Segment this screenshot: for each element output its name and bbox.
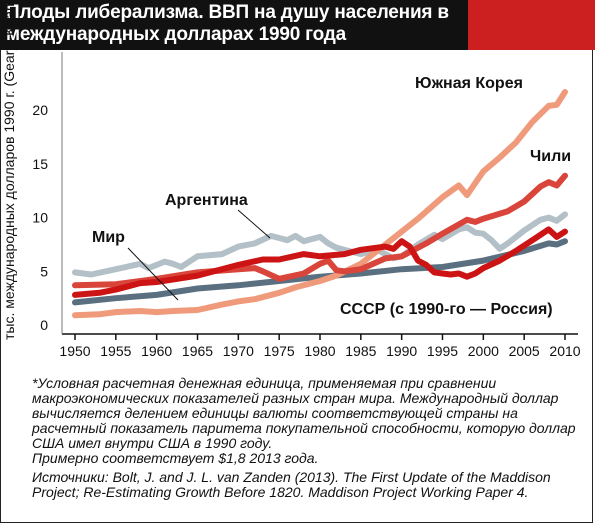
x-tick-label: 1985 [345, 343, 376, 359]
x-axis: 1950 1955 1960 1965 1970 1975 1980 1985 1990 1995… [59, 52, 581, 359]
x-tick-label: 2005 [509, 343, 540, 359]
label-leader [237, 209, 271, 239]
series-line [72, 238, 568, 306]
series-label: Мир [92, 229, 125, 246]
y-tick-label: 5 [40, 263, 48, 279]
series-line [72, 226, 568, 298]
notes-block: *Условная расчетная денежная единица, пр… [32, 376, 588, 504]
series-label: СССР (с 1990-го — Россия) [340, 301, 553, 318]
header-accent-block [468, 0, 595, 50]
series-lines [72, 89, 568, 319]
x-tick-label: 1990 [386, 343, 417, 359]
x-tick-label: 2010 [549, 343, 580, 359]
y-tick-label: 20 [32, 102, 48, 118]
x-tick-label: 1970 [223, 343, 254, 359]
x-tick-label: 2000 [468, 343, 499, 359]
approx-text: Примерно соответствует $1,8 2013 года. [32, 450, 319, 466]
chart-title: Плоды либерализма. ВВП на душу населения… [6, 2, 449, 45]
footnote-text: *Условная расчетная денежная единица, пр… [32, 375, 576, 451]
y-tick-label: 10 [32, 210, 48, 226]
series-label: Аргентина [165, 192, 248, 209]
label-leader [127, 247, 179, 301]
x-tick-label: 1950 [59, 343, 90, 359]
x-tick-label: 1980 [304, 343, 335, 359]
y-tick-label: 0 [40, 317, 48, 333]
series-line [72, 211, 568, 278]
x-tick-label: 1975 [264, 343, 295, 359]
x-tick-label: 1955 [100, 343, 131, 359]
series-line [72, 172, 568, 289]
series-label: Южная Корея [415, 75, 523, 92]
y-tick-label: 15 [32, 156, 48, 172]
series-label: Чили [530, 148, 571, 165]
series-labels: Южная Корея Чили Аргентина Мир СССР (с 1990-… [92, 75, 571, 318]
y-ticks: 0 5 10 15 20 [32, 102, 48, 333]
line-chart: 0 5 10 15 20 1950 1955 1960 1965 1970 1975 1980 198… [32, 52, 581, 359]
sources-text: Источники: Bolt, J. and J. L. van Zanden… [32, 469, 551, 500]
x-tick-label: 1960 [141, 343, 172, 359]
x-tick-label: 1995 [427, 343, 458, 359]
x-tick-label: 1965 [182, 343, 213, 359]
